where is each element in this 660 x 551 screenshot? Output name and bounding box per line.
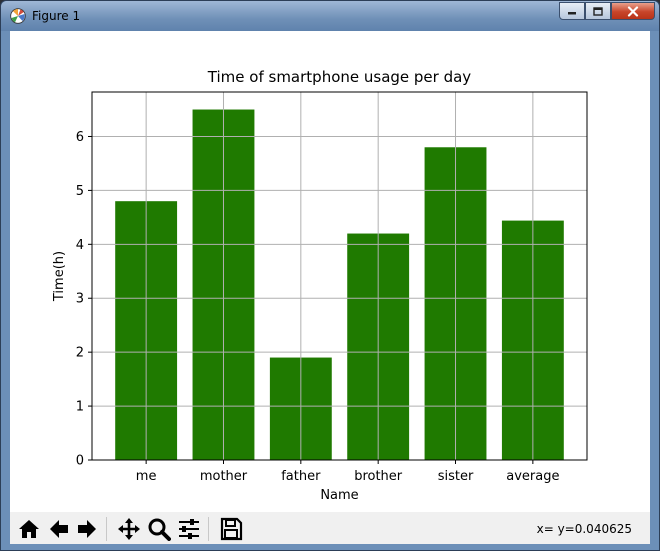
bar-chart[interactable]: Time of smartphone usage per day 0 1 2 3 4 5 6…	[10, 31, 650, 512]
y-tick-label: 2	[76, 346, 84, 361]
move-icon	[118, 518, 140, 540]
x-tick-label-sister: sister	[438, 469, 474, 484]
back-button[interactable]	[45, 515, 73, 543]
x-tick-label-me: me	[136, 469, 157, 484]
home-icon	[19, 520, 39, 538]
sliders-icon	[179, 519, 199, 539]
forward-button[interactable]	[73, 515, 101, 543]
bars	[115, 109, 564, 461]
chart-title: Time of smartphone usage per day	[207, 68, 472, 86]
figure-canvas-area: Time of smartphone usage per day 0 1 2 3 4 5 6…	[10, 31, 650, 544]
axes-frame	[91, 91, 588, 461]
minimize-button[interactable]	[559, 2, 585, 20]
minimize-icon	[568, 12, 576, 15]
close-icon	[627, 5, 639, 17]
pan-button[interactable]	[115, 515, 143, 543]
arrow-left-icon	[50, 520, 68, 538]
y-tick-label: 0	[76, 454, 84, 469]
x-tick-label-mother: mother	[200, 469, 248, 484]
y-tick-label: 6	[76, 130, 84, 145]
save-icon	[220, 517, 243, 541]
arrow-right-icon	[78, 520, 96, 538]
y-tick-label: 1	[76, 400, 84, 415]
configure-button[interactable]	[175, 515, 203, 543]
y-tick-label: 4	[76, 238, 84, 253]
x-tick-label-average: average	[506, 469, 559, 484]
axes: 0 1 2 3 4 5 6 me mother father brother sister averag…	[76, 91, 588, 484]
x-axis-label: Name	[320, 488, 358, 503]
maximize-icon	[593, 6, 603, 16]
zoom-button[interactable]	[145, 515, 173, 543]
save-button[interactable]	[217, 515, 245, 543]
window-title: Figure 1	[32, 9, 81, 23]
y-tick-label: 3	[76, 292, 84, 307]
close-button[interactable]	[611, 2, 655, 20]
toolbar-separator	[106, 517, 107, 541]
y-axis-label: Time(h)	[52, 251, 67, 302]
home-button[interactable]	[15, 515, 43, 543]
matplotlib-app-icon	[10, 8, 26, 24]
x-tick-label-brother: brother	[354, 469, 403, 484]
navigation-toolbar: x= y=0.040625	[10, 512, 650, 544]
title-bar[interactable]: Figure 1	[1, 1, 659, 31]
cursor-coordinates: x= y=0.040625	[536, 522, 632, 536]
toolbar-separator	[208, 517, 209, 541]
window-controls	[559, 2, 655, 22]
y-tick-label: 5	[76, 184, 84, 199]
maximize-button[interactable]	[585, 2, 611, 20]
zoom-icon	[148, 518, 171, 541]
x-tick-label-father: father	[281, 469, 321, 484]
